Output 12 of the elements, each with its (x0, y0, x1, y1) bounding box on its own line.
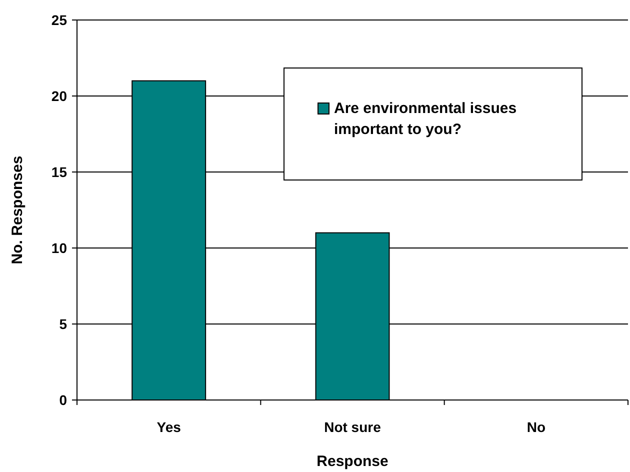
x-axis-title: Response (316, 453, 388, 470)
x-tick-label: Not sure (324, 419, 382, 435)
y-tick-label: 0 (59, 392, 68, 408)
y-axis-title: No. Responses (9, 156, 26, 264)
x-tick-label: Yes (156, 419, 182, 435)
y-tick-label: 15 (51, 164, 68, 180)
y-tick-label: 10 (51, 240, 68, 256)
y-tick-label: 20 (51, 88, 68, 104)
legend-label: Are environmental issues important to you? (334, 100, 517, 138)
x-tick-label: No (526, 419, 546, 435)
y-tick-label: 25 (51, 12, 68, 28)
y-tick-label: 5 (59, 316, 68, 332)
